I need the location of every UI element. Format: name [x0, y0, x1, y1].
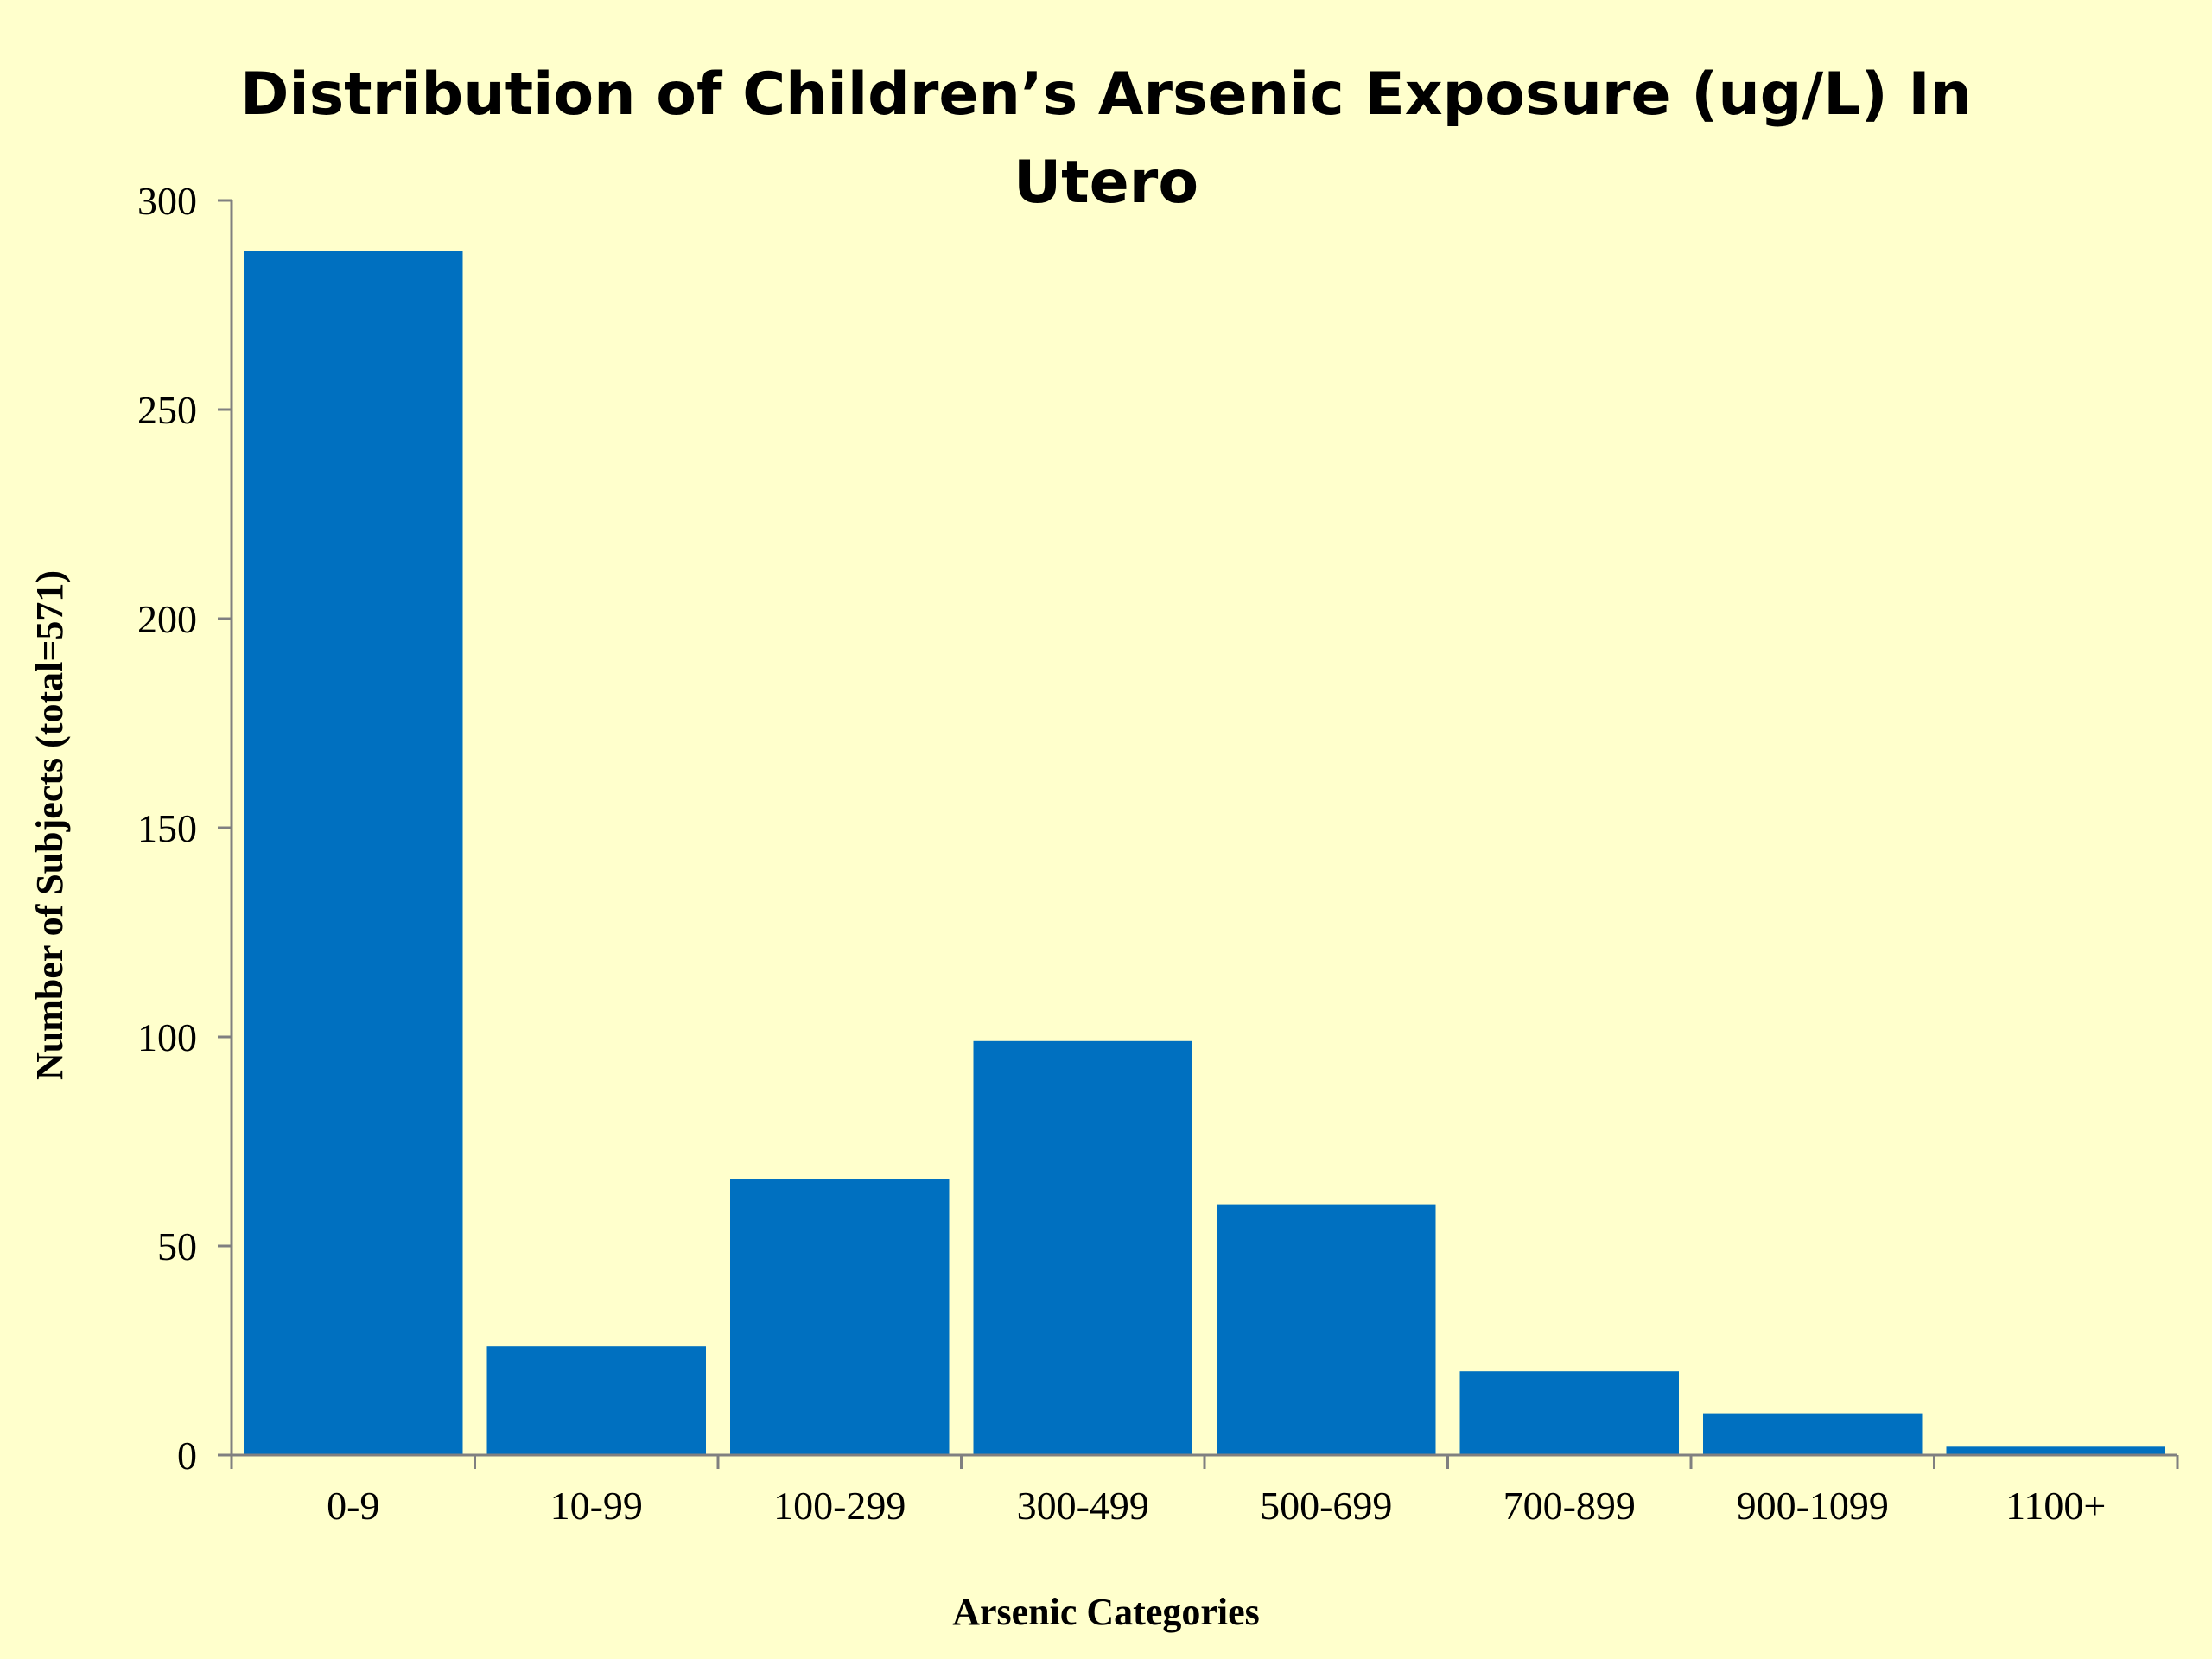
- chart-title-line-2: Utero: [1014, 149, 1198, 217]
- x-tick-label-10-99: 10-99: [550, 1484, 643, 1528]
- bar-900-1099: [1703, 1413, 1923, 1455]
- y-tick-label-100: 100: [137, 1015, 197, 1059]
- y-axis-title: Number of Subjects (total=571): [29, 570, 71, 1080]
- y-tick-label-200: 200: [137, 597, 197, 641]
- bar-0-9: [244, 251, 463, 1456]
- x-tick-label-900-1099: 900-1099: [1737, 1484, 1889, 1528]
- axes-group: [230, 200, 2177, 1457]
- x-tick-label-100-299: 100-299: [773, 1484, 906, 1528]
- bar-700-899: [1459, 1371, 1679, 1455]
- x-tick-label-1100+: 1100+: [2005, 1484, 2106, 1528]
- bar-300-499: [973, 1040, 1192, 1455]
- bar-1100+: [1946, 1446, 2165, 1455]
- chart-title-line-1: Distribution of Children’s Arsenic Expos…: [240, 60, 1972, 129]
- bar-500-699: [1217, 1204, 1436, 1455]
- y-tick-label-300: 300: [137, 179, 197, 223]
- x-axis-title: Arsenic Categories: [952, 1591, 1260, 1633]
- y-ticks-group: 0 50 100 150 200 250 300: [137, 179, 232, 1478]
- bars-group: [244, 251, 2165, 1456]
- y-tick-label-0: 0: [177, 1433, 197, 1478]
- bar-10-99: [486, 1346, 706, 1455]
- x-tick-label-0-9: 0-9: [327, 1484, 379, 1528]
- x-tick-label-700-899: 700-899: [1503, 1484, 1636, 1528]
- y-tick-label-250: 250: [137, 388, 197, 432]
- y-tick-label-150: 150: [137, 806, 197, 850]
- bar-100-299: [730, 1179, 950, 1455]
- x-ticks-group: 0-9 10-99 100-299 300-499 500-699 700-899 900-…: [230, 1455, 2179, 1528]
- x-tick-label-500-699: 500-699: [1260, 1484, 1392, 1528]
- y-tick-label-50: 50: [157, 1224, 197, 1268]
- x-tick-label-300-499: 300-499: [1017, 1484, 1149, 1528]
